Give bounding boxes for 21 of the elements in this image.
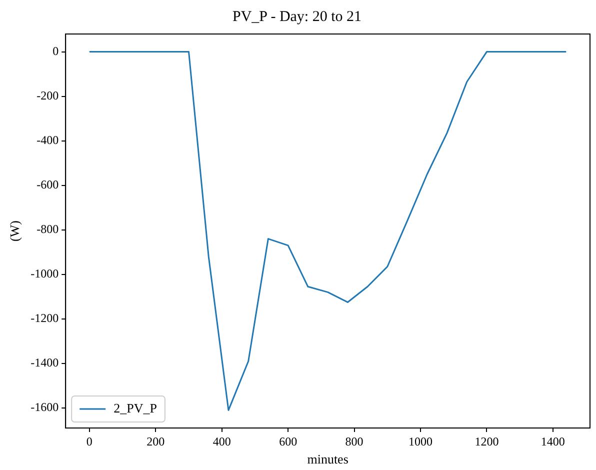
x-tick-label: 200 (146, 434, 165, 448)
y-axis-title: (W) (7, 220, 22, 242)
y-tick-label: -200 (36, 88, 59, 102)
x-tick-label: 800 (345, 434, 364, 448)
x-tick-label: 1400 (540, 434, 565, 448)
y-tick-label: -1200 (30, 311, 59, 326)
y-tick-label: -1400 (30, 356, 59, 370)
y-tick-label: -1600 (30, 400, 59, 414)
chart-title: PV_P - Day: 20 to 21 (232, 8, 362, 25)
y-tick-label: 0 (52, 44, 59, 58)
x-tick-label: 0 (86, 434, 92, 448)
y-tick-label: -600 (36, 178, 59, 192)
y-tick-label: -400 (36, 133, 59, 148)
x-axis-title: minutes (307, 452, 348, 467)
x-tick-label: 400 (212, 434, 231, 448)
x-tick-label: 600 (279, 434, 298, 448)
legend-label: 2_PV_P (114, 400, 157, 416)
y-tick-label: -800 (36, 222, 59, 236)
x-tick-label: 1000 (408, 434, 432, 448)
y-tick-label: -1000 (30, 266, 59, 281)
x-tick-label: 1200 (474, 434, 499, 448)
